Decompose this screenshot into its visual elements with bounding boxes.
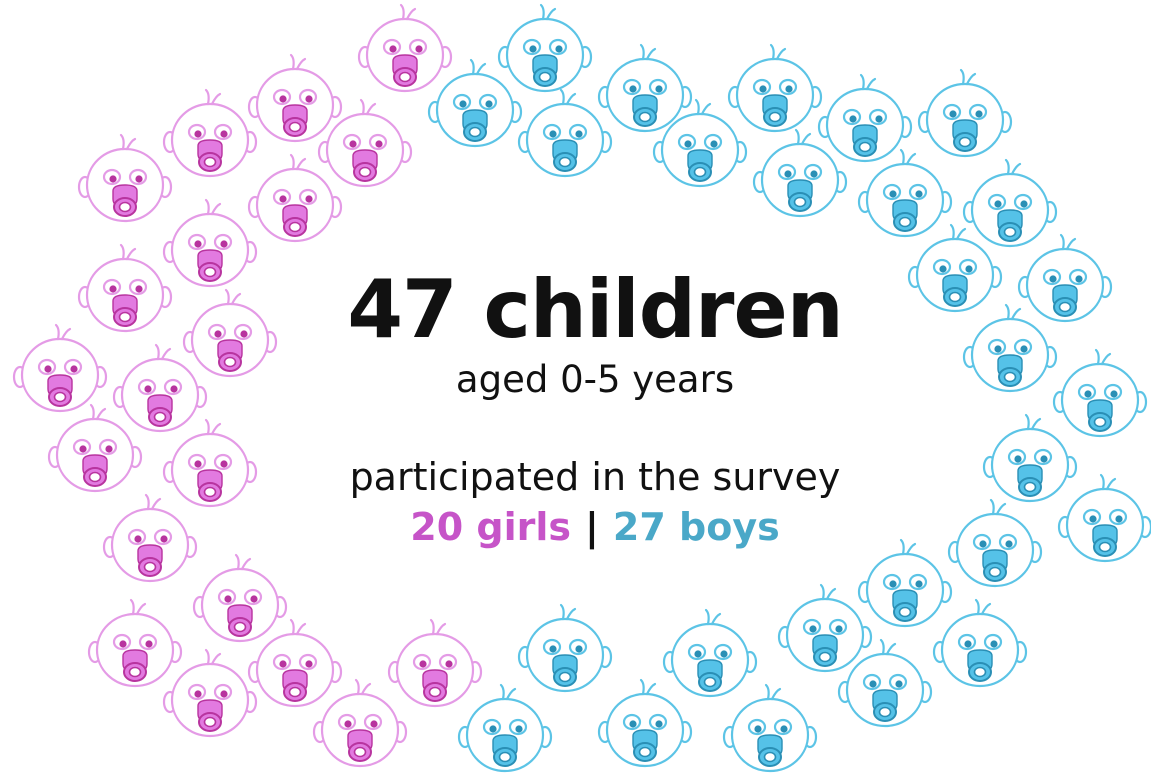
boy-baby-face-icon — [517, 603, 613, 693]
boy-baby-face-icon — [597, 43, 693, 133]
girl-baby-face-icon — [182, 288, 278, 378]
boy-baby-face-icon — [962, 158, 1058, 248]
girl-baby-face-icon — [247, 618, 343, 708]
boy-baby-face-icon — [1052, 348, 1148, 438]
boy-baby-face-icon — [837, 638, 933, 728]
girls-count: 20 girls — [410, 505, 572, 549]
girl-baby-face-icon — [357, 3, 453, 93]
girl-baby-face-icon — [162, 198, 258, 288]
boy-baby-face-icon — [932, 598, 1028, 688]
boy-baby-face-icon — [497, 3, 593, 93]
girl-baby-face-icon — [12, 323, 108, 413]
boy-baby-face-icon — [752, 128, 848, 218]
girl-baby-face-icon — [247, 53, 343, 143]
boy-baby-face-icon — [1017, 233, 1113, 323]
girl-baby-face-icon — [317, 98, 413, 188]
boy-baby-face-icon — [457, 683, 553, 773]
girl-baby-face-icon — [87, 598, 183, 688]
subheadline: aged 0-5 years — [455, 358, 735, 401]
girl-baby-face-icon — [312, 678, 408, 768]
boys-count: 27 boys — [612, 505, 780, 549]
separator: | — [585, 505, 599, 549]
boy-baby-face-icon — [517, 88, 613, 178]
girl-baby-face-icon — [112, 343, 208, 433]
girl-baby-face-icon — [47, 403, 143, 493]
girl-baby-face-icon — [77, 243, 173, 333]
girl-baby-face-icon — [77, 133, 173, 223]
boy-baby-face-icon — [722, 683, 818, 773]
boy-baby-face-icon — [652, 98, 748, 188]
boy-baby-face-icon — [777, 583, 873, 673]
boy-baby-face-icon — [907, 223, 1003, 313]
boy-baby-face-icon — [962, 303, 1058, 393]
girl-baby-face-icon — [387, 618, 483, 708]
boy-baby-face-icon — [857, 148, 953, 238]
counts-line: 20 girls | 27 boys — [250, 505, 940, 549]
boy-baby-face-icon — [947, 498, 1043, 588]
girl-baby-face-icon — [162, 418, 258, 508]
headline: 47 children — [347, 263, 843, 356]
boy-baby-face-icon — [982, 413, 1078, 503]
participated-text: participated in the survey — [349, 455, 841, 499]
boy-baby-face-icon — [427, 58, 523, 148]
girl-baby-face-icon — [162, 648, 258, 738]
boy-baby-face-icon — [662, 608, 758, 698]
boy-baby-face-icon — [1057, 473, 1151, 563]
girl-baby-face-icon — [192, 553, 288, 643]
boy-baby-face-icon — [727, 43, 823, 133]
girl-baby-face-icon — [247, 153, 343, 243]
girl-baby-face-icon — [162, 88, 258, 178]
boy-baby-face-icon — [597, 678, 693, 768]
boy-baby-face-icon — [817, 73, 913, 163]
boy-baby-face-icon — [917, 68, 1013, 158]
girl-baby-face-icon — [102, 493, 198, 583]
boy-baby-face-icon — [857, 538, 953, 628]
